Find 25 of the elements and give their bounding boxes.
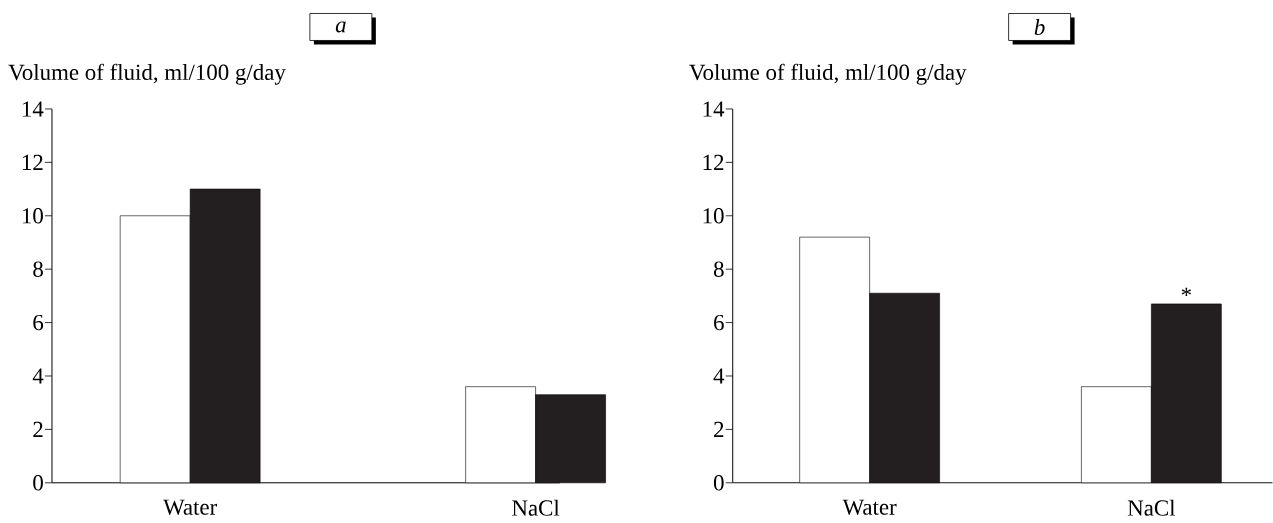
y-tick-label: 4 [713,368,725,384]
y-tick-label: 8 [33,261,43,277]
annotation: * [1181,287,1191,296]
y-tick-label: 12 [22,154,43,170]
y-tick-label: 6 [33,314,44,331]
y-tick-label: 0 [713,474,724,491]
y-tick-label: 14 [703,101,725,117]
chart-title: a [335,21,346,33]
x-tick-label: NaCl [512,499,560,516]
y-tick-label: 8 [713,261,724,277]
y-tick-label: 14 [22,101,44,117]
y-tick-label: 10 [22,207,43,224]
y-tick-label: 0 [33,474,43,491]
x-tick-label: Water [163,499,218,515]
y-axis-title: Volume of fluid, ml/100 g/day [8,63,286,85]
y-axis-title: Volume of fluid, ml/100 g/day [689,63,967,85]
y-tick-label: 10 [703,207,724,224]
x-tick-label: NaCl [1127,499,1176,516]
y-tick-label: 4 [32,368,44,384]
y-tick-label: 2 [714,421,724,437]
y-tick-label: 12 [703,154,724,170]
y-tick-label: 6 [714,314,724,331]
x-tick-label: Water [842,499,897,515]
chart-title: b [1034,18,1045,35]
y-tick-label: 2 [33,421,43,437]
